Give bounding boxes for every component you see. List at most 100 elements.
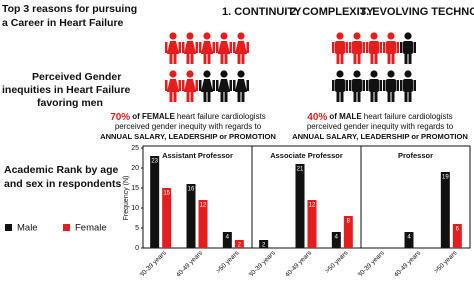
data-label: 4 — [335, 235, 339, 241]
head — [370, 32, 378, 40]
dress — [184, 41, 196, 54]
leg — [207, 92, 211, 102]
leg — [169, 54, 173, 64]
percent-label: 70% — [110, 112, 130, 123]
leg — [237, 54, 241, 64]
data-label: 15 — [163, 191, 170, 197]
person-icon — [182, 32, 198, 64]
data-label: 19 — [442, 175, 449, 181]
x-tick-label: >50 years — [324, 249, 350, 275]
bar — [404, 232, 414, 248]
arm — [332, 80, 335, 91]
statement: perceived gender inequity with regards t… — [307, 122, 454, 131]
head — [169, 70, 177, 78]
person-icon — [366, 32, 382, 64]
legend-swatch — [63, 224, 70, 231]
head — [387, 32, 395, 40]
legend-swatch — [5, 224, 12, 231]
bar — [150, 156, 160, 248]
leg — [370, 54, 374, 64]
torso — [369, 41, 379, 54]
leg — [391, 92, 395, 102]
leg — [173, 54, 177, 64]
person-icon — [233, 70, 249, 102]
person-icon — [332, 32, 348, 64]
person-icon — [400, 70, 416, 102]
person-icon — [366, 70, 382, 102]
head — [387, 70, 395, 78]
person-icon — [349, 32, 365, 64]
head — [404, 70, 412, 78]
reason: 3. EVOLVING TECHNOLOGY — [360, 6, 474, 18]
dress — [167, 79, 179, 92]
y-tick-label: 10 — [131, 205, 139, 212]
arm — [413, 80, 416, 91]
x-tick-label: 30-39 years — [357, 249, 387, 276]
bar — [331, 232, 341, 248]
dress — [201, 41, 213, 54]
head — [237, 32, 245, 40]
y-tick-label: 15 — [131, 185, 139, 192]
head — [370, 70, 378, 78]
leg — [387, 54, 391, 64]
leg — [241, 54, 245, 64]
arm — [400, 80, 403, 91]
arm — [178, 80, 181, 91]
data-label: 21 — [297, 167, 304, 173]
rest: heart failure cardiologists — [364, 112, 453, 121]
arm — [366, 42, 369, 53]
leg — [340, 54, 344, 64]
inequity-title: inequities in Heart Failure — [2, 84, 131, 96]
data-label: 2 — [262, 243, 266, 249]
arm — [345, 80, 348, 91]
person-icon — [233, 32, 249, 64]
person-icon — [199, 70, 215, 102]
leg — [207, 54, 211, 64]
panel-title: Assistant Professor — [162, 151, 233, 160]
leg — [241, 92, 245, 102]
arm — [396, 80, 399, 91]
panel-frame — [360, 145, 471, 249]
leg — [203, 92, 207, 102]
arm — [233, 80, 236, 91]
leg — [374, 54, 378, 64]
statement: 70% of FEMALE heart failure cardiologists — [110, 112, 266, 123]
dress — [218, 41, 230, 54]
leg — [340, 92, 344, 102]
data-label: 2 — [238, 243, 242, 249]
leg — [190, 92, 194, 102]
arm — [182, 42, 185, 53]
y-tick-label: 20 — [131, 165, 139, 172]
statement: ANNUAL SALARY, LEADERSHIP or PROMOTION — [292, 132, 468, 141]
arm — [178, 42, 181, 53]
bar — [234, 240, 244, 248]
data-label: 16 — [188, 187, 195, 193]
leg — [391, 54, 395, 64]
arm — [216, 80, 219, 91]
leg — [190, 54, 194, 64]
leg — [408, 92, 412, 102]
inequity-title: Perceived Gender — [32, 71, 121, 83]
head — [169, 32, 177, 40]
bar — [307, 200, 317, 248]
leg — [374, 92, 378, 102]
leg — [404, 54, 408, 64]
arm — [229, 80, 232, 91]
person-icon — [182, 70, 198, 102]
torso — [403, 41, 413, 54]
head — [203, 32, 211, 40]
statement: ANNUAL SALARY, LEADERSHIP or PROMOTION — [100, 132, 276, 141]
bar — [295, 164, 305, 248]
x-tick-label: 40-49 years — [393, 249, 423, 276]
head — [336, 70, 344, 78]
leg — [237, 92, 241, 102]
leg — [224, 54, 228, 64]
arm — [379, 80, 382, 91]
person-icon — [383, 70, 399, 102]
statement: perceived gender inequity with regards t… — [115, 122, 262, 131]
head — [404, 32, 412, 40]
arm — [246, 42, 249, 53]
arm — [182, 80, 185, 91]
arm — [383, 80, 386, 91]
x-tick-label: 40-49 years — [284, 249, 314, 276]
